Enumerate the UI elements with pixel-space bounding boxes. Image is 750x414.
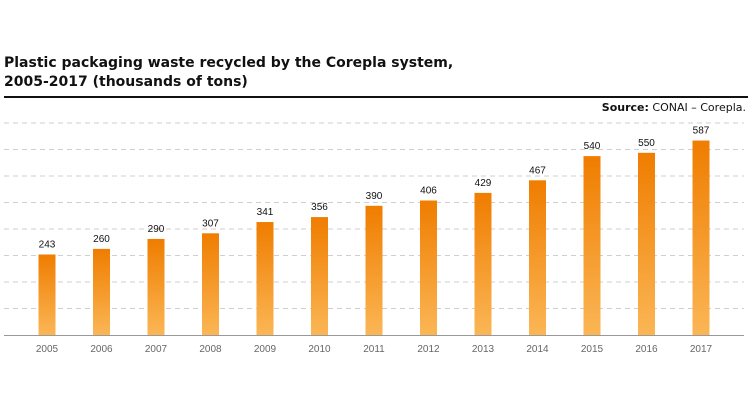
tick-label-2014: 2014 bbox=[526, 344, 549, 355]
bar-2010 bbox=[311, 217, 328, 335]
tick-label-2008: 2008 bbox=[199, 344, 222, 355]
source-label: Source: bbox=[601, 101, 649, 114]
chart-title: Plastic packaging waste recycled by the … bbox=[4, 54, 604, 92]
data-label-2006: 260 bbox=[93, 234, 110, 245]
chart-title-line-1: Plastic packaging waste recycled by the … bbox=[4, 55, 454, 71]
data-label-2017: 587 bbox=[693, 126, 710, 137]
tick-label-2010: 2010 bbox=[308, 344, 331, 355]
data-label-2007: 290 bbox=[148, 224, 165, 235]
bar-2017 bbox=[692, 140, 710, 335]
data-label-2015: 540 bbox=[584, 141, 601, 152]
tick-label-2005: 2005 bbox=[36, 344, 59, 355]
tick-label-2009: 2009 bbox=[254, 344, 277, 355]
tick-label-2017: 2017 bbox=[690, 344, 713, 355]
bar-2015 bbox=[583, 156, 601, 335]
tick-label-2006: 2006 bbox=[90, 344, 113, 355]
data-label-2016: 550 bbox=[638, 138, 655, 149]
data-label-2009: 341 bbox=[257, 207, 274, 218]
bar-2006 bbox=[93, 248, 110, 335]
data-label-2008: 307 bbox=[202, 218, 219, 229]
source-text: CONAI – Corepla. bbox=[652, 101, 746, 114]
bar-2007 bbox=[147, 238, 165, 335]
data-label-2012: 406 bbox=[420, 186, 437, 197]
source-note: Source: CONAI – Corepla. bbox=[602, 101, 746, 114]
tick-label-2013: 2013 bbox=[472, 344, 495, 355]
tick-label-2007: 2007 bbox=[145, 344, 168, 355]
bar-2013 bbox=[474, 192, 492, 335]
data-label-2014: 467 bbox=[529, 165, 546, 176]
bar-2005 bbox=[38, 254, 56, 335]
bar-2016 bbox=[638, 152, 655, 335]
bar-2008 bbox=[202, 233, 219, 335]
bar-2011 bbox=[365, 205, 383, 335]
data-label-2011: 390 bbox=[366, 191, 383, 202]
bar-2012 bbox=[420, 200, 437, 335]
chart-title-line-2: 2005-2017 (thousands of tons) bbox=[4, 74, 248, 90]
tick-label-2016: 2016 bbox=[635, 344, 658, 355]
bar-2009 bbox=[256, 222, 274, 335]
tick-label-2012: 2012 bbox=[417, 344, 440, 355]
data-label-2013: 429 bbox=[475, 178, 492, 189]
x-axis-tick-labels: 2005 2006 2007 2008 2009 2010 2011 2012 2013 2014… bbox=[36, 344, 713, 355]
data-labels: 243 260 290 307 341 356 390 406 429 467 540 550 587 bbox=[39, 126, 710, 251]
bars bbox=[38, 140, 710, 335]
bar-2014 bbox=[529, 180, 546, 335]
title-divider bbox=[4, 96, 748, 98]
tick-label-2015: 2015 bbox=[581, 344, 604, 355]
data-label-2010: 356 bbox=[311, 202, 328, 213]
tick-label-2011: 2011 bbox=[363, 344, 385, 355]
data-label-2005: 243 bbox=[39, 240, 56, 251]
